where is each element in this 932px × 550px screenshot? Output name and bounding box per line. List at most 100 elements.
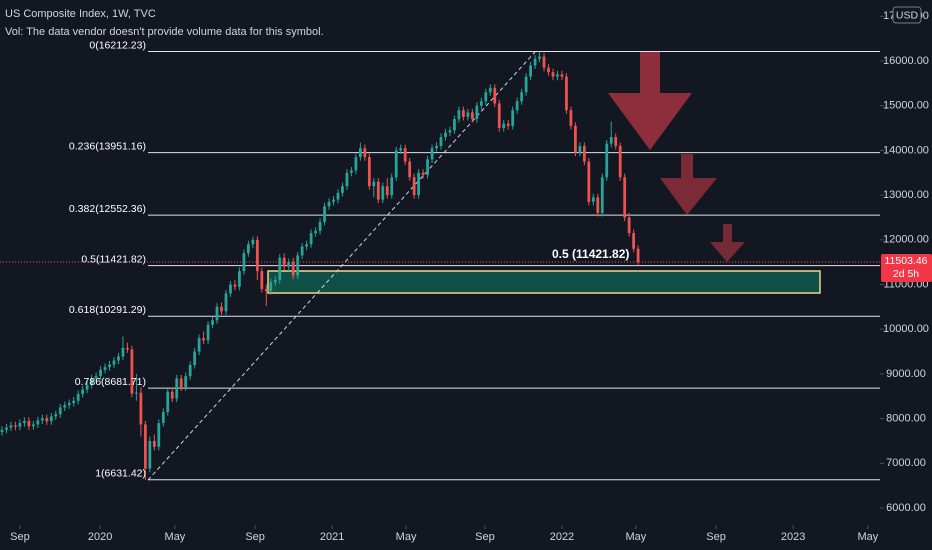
chart-title: US Composite Index, 1W, TVC (5, 8, 156, 20)
x-tick-label: May (858, 531, 879, 543)
down-arrow-medium (660, 154, 717, 215)
candle-body (372, 181, 376, 187)
candle-body (260, 271, 264, 289)
countdown-label: 2d 5h (893, 268, 919, 280)
candle-body (623, 177, 627, 218)
candle-body (112, 360, 116, 365)
x-tick-label: Sep (706, 531, 726, 543)
candle-body (126, 347, 129, 350)
candle-body (497, 103, 501, 129)
candle-body (596, 197, 600, 213)
candle-body (31, 424, 35, 427)
candle-body (367, 157, 371, 187)
candle-body (287, 262, 291, 267)
candle-body (193, 351, 197, 365)
candle-body (363, 148, 367, 158)
candle-body (524, 76, 528, 93)
candle-body (188, 364, 192, 377)
candle-body (309, 233, 313, 245)
candle-body (484, 92, 488, 102)
candle-body (502, 123, 506, 129)
candle-body (403, 148, 407, 162)
candle-body (426, 159, 429, 175)
candle-body (143, 424, 147, 469)
candle-body (81, 389, 85, 395)
candle-body (600, 177, 604, 213)
x-tick-label: 2023 (781, 531, 805, 543)
candle-body (417, 172, 420, 196)
x-tick-label: May (396, 531, 417, 543)
currency-label: USD (896, 9, 919, 21)
candle-body (202, 338, 205, 341)
candle-body (520, 92, 524, 102)
fib-label: 0(16212.23) (89, 39, 146, 51)
chart-subtitle: Vol: The data vendor doesn't provide vol… (5, 26, 324, 38)
candle-body (63, 405, 67, 408)
candle-body (251, 239, 255, 245)
fib-label: 0.236(13951.16) (69, 140, 146, 152)
candle-body (152, 440, 156, 447)
candle-body (108, 364, 111, 368)
candle-body (67, 402, 71, 406)
candle-body (444, 132, 447, 138)
candle-body (385, 186, 389, 196)
candle-body (175, 378, 179, 399)
candle-body (300, 246, 304, 256)
candle-body (547, 67, 550, 73)
support-zone (267, 270, 821, 294)
candle-body (157, 423, 161, 447)
candle-body (40, 418, 44, 421)
candle-body (58, 407, 62, 415)
down-arrow-large (608, 52, 692, 150)
fib-label: 0.382(12552.36) (69, 203, 146, 215)
candle-body (506, 123, 510, 126)
candle-body (381, 186, 385, 200)
candle-body (220, 306, 223, 312)
candle-body (376, 181, 380, 200)
x-tick-label: Sep (245, 531, 265, 543)
candle-body (493, 87, 497, 104)
candle-body (291, 262, 295, 276)
candle-body (166, 391, 170, 412)
candle-body (54, 414, 58, 417)
candle-body (278, 257, 282, 281)
candle-body (605, 143, 609, 178)
fib-label: 0.786(8681.71) (75, 376, 146, 388)
candle-body (587, 161, 591, 202)
candle-body (130, 349, 134, 394)
candle-body (390, 177, 394, 196)
candle-body (296, 255, 300, 276)
candle-body (27, 420, 31, 427)
candle-body (327, 201, 331, 207)
candle-body (14, 425, 17, 427)
candle-body (94, 376, 98, 379)
annotation: 0.5 (11421.82) (552, 247, 629, 261)
axis-layer: 6000.007000.008000.009000.0010000.001100… (10, 6, 932, 543)
candle-body (0, 429, 4, 433)
candle-body (511, 110, 515, 126)
candle-body (618, 145, 622, 178)
x-tick-label: 2022 (550, 531, 574, 543)
candle-body (574, 125, 577, 153)
fib-label: 1(6631.42) (95, 468, 146, 480)
x-tick-label: May (165, 531, 186, 543)
candle-body (430, 148, 434, 160)
candle-body (565, 76, 568, 111)
candle-body (470, 112, 474, 120)
y-tick-label: 14000.00 (883, 144, 929, 156)
candle-body (170, 391, 174, 399)
candle-body (336, 192, 340, 200)
candle-body (412, 177, 416, 196)
y-tick-label: 13000.00 (883, 189, 929, 201)
candle-body (515, 101, 519, 111)
candle-body (435, 145, 438, 149)
candle-body (45, 418, 49, 422)
grid-layer (0, 51, 880, 481)
candle-body (72, 400, 76, 403)
candle-body (354, 157, 358, 171)
candle-body (238, 271, 241, 287)
candle-body (211, 320, 214, 325)
y-tick-label: 6000.00 (886, 502, 926, 514)
candle-body (135, 392, 138, 394)
